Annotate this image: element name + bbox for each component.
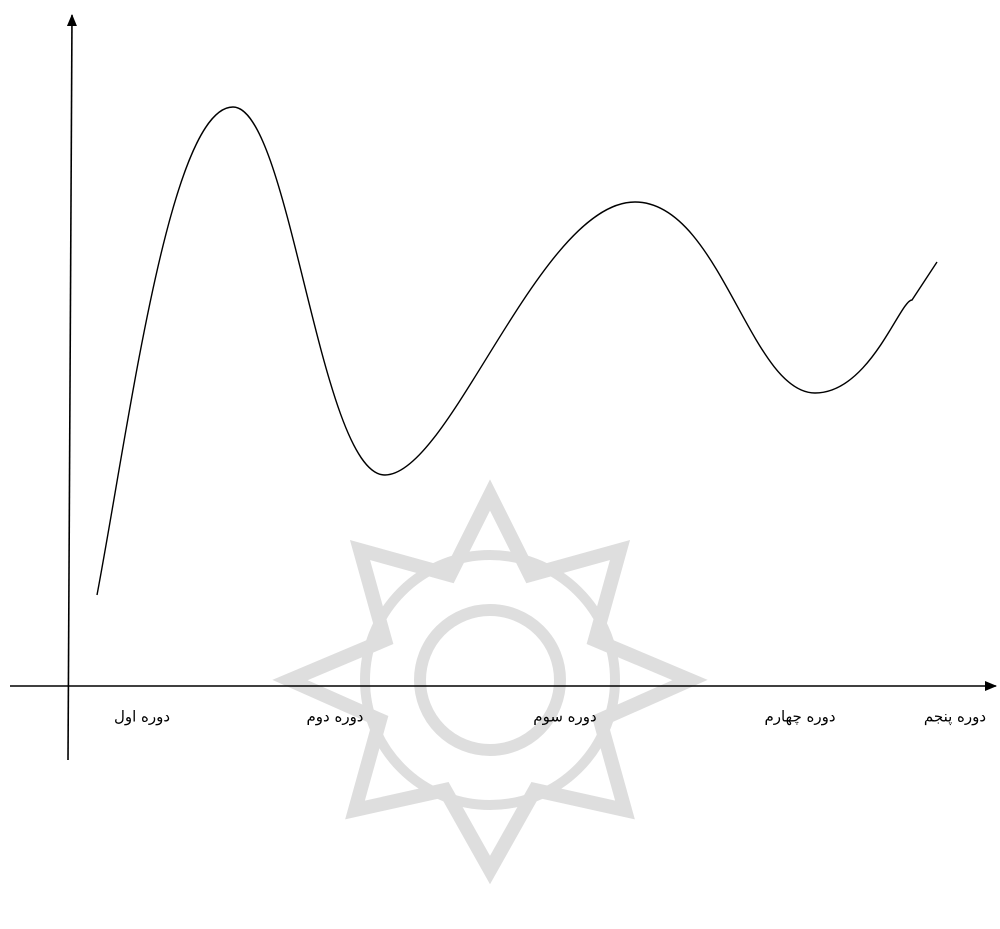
period-label: دوره اول: [114, 708, 170, 726]
curve: [96, 106, 938, 596]
watermark: [272, 479, 708, 885]
period-label: دوره چهارم: [764, 708, 835, 726]
period-label: دوره دوم: [306, 708, 363, 726]
period-label: دوره پنجم: [924, 708, 986, 727]
y-axis: [66, 14, 77, 761]
period-label: دوره سوم: [533, 708, 596, 726]
